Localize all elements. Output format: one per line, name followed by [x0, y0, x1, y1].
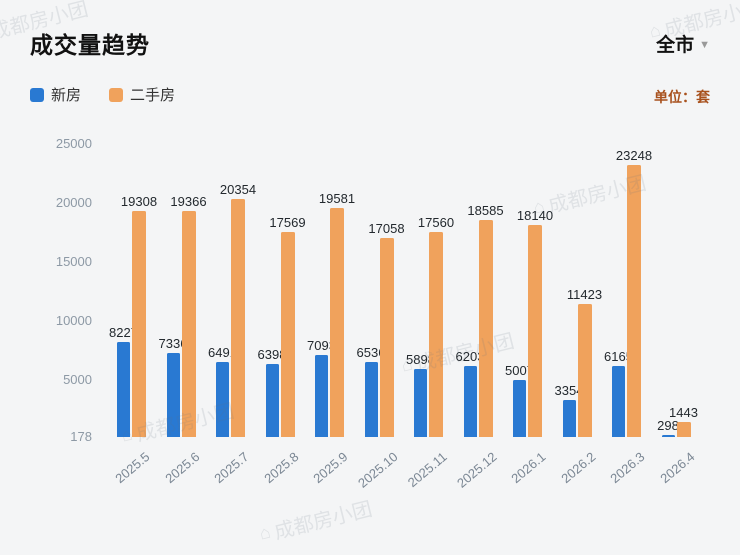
legend-swatch-new-homes: [30, 87, 44, 102]
value-label: 17058: [368, 220, 405, 236]
chevron-down-icon: ▼: [699, 38, 710, 51]
legend: 新房 二手房: [30, 84, 175, 105]
x-tick-label: 2026.1: [508, 449, 549, 487]
legend-item-resale-homes[interactable]: 二手房: [109, 84, 175, 105]
value-label: 6536: [356, 344, 386, 360]
value-label: 3354: [554, 382, 584, 398]
value-label: 6398: [257, 346, 287, 362]
y-tick-label: 20000: [55, 195, 92, 211]
value-label: 11423: [566, 287, 603, 303]
x-tick-label: 2026.3: [607, 449, 648, 487]
y-tick-label: 25000: [55, 136, 92, 151]
bar-二手房-2025.8[interactable]: [280, 231, 295, 437]
legend-label-new-homes: 新房: [51, 87, 82, 104]
y-tick-label: 15000: [55, 254, 92, 270]
bar-二手房-2026.3[interactable]: [627, 164, 641, 437]
y-tick-label: 5000: [63, 372, 92, 388]
value-label: 8227: [109, 324, 138, 340]
value-label: 20354: [219, 181, 257, 197]
value-label: 6203: [455, 348, 485, 364]
city-selector[interactable]: 全市 ▼: [656, 30, 710, 57]
value-label: 7336: [158, 335, 188, 351]
bar-新房-2026.4[interactable]: [661, 435, 675, 437]
value-label: 7093: [307, 338, 336, 354]
value-label: 298: [657, 418, 679, 433]
value-label: 19581: [318, 190, 356, 206]
bar-新房-2025.9[interactable]: [315, 355, 328, 437]
bar-新房-2025.10[interactable]: [364, 361, 378, 437]
bar-新房-2025.6[interactable]: [166, 352, 180, 437]
x-tick-label: 2025.5: [112, 449, 153, 487]
bar-新房-2026.2[interactable]: [562, 399, 576, 437]
bar-新房-2025.8[interactable]: [265, 363, 279, 437]
bar-二手房-2025.11[interactable]: [429, 231, 443, 437]
value-label: 6491: [208, 345, 237, 361]
x-tick-label: 2025.11: [404, 449, 450, 491]
value-label: 5007: [505, 362, 534, 378]
bar-新房-2025.7[interactable]: [216, 362, 229, 437]
bar-新房-2026.1[interactable]: [513, 379, 526, 437]
x-tick-label: 2026.4: [657, 449, 698, 487]
legend-item-new-homes[interactable]: 新房: [30, 84, 81, 105]
x-tick-label: 2025.10: [354, 449, 401, 491]
x-tick-label: 2025.8: [261, 449, 302, 487]
x-tick-label: 2025.12: [453, 449, 500, 491]
unit-label: 单位：套: [654, 89, 710, 105]
value-label: 18585: [467, 202, 504, 218]
bar-二手房-2026.1[interactable]: [528, 224, 542, 437]
city-selector-label: 全市: [656, 35, 695, 56]
bar-二手房-2025.10[interactable]: [379, 237, 394, 437]
y-tick-label: 10000: [55, 313, 92, 329]
bar-二手房-2025.7[interactable]: [231, 198, 245, 437]
bar-新房-2025.5[interactable]: [117, 341, 130, 437]
bar-二手房-2026.2[interactable]: [577, 304, 592, 437]
x-tick-label: 2026.2: [558, 449, 599, 487]
value-label: 23248: [615, 147, 653, 163]
y-tick-label: 178: [70, 429, 92, 444]
page-title: 成交量趋势: [30, 32, 150, 58]
bar-二手房-2025.12[interactable]: [478, 219, 493, 437]
value-label: 19366: [170, 193, 207, 209]
value-label: 1443: [669, 405, 698, 421]
value-label: 17569: [269, 214, 306, 230]
bar-二手房-2025.9[interactable]: [330, 207, 344, 437]
legend-swatch-resale-homes: [109, 87, 124, 102]
bar-新房-2026.3[interactable]: [612, 366, 625, 437]
bar-新房-2025.12[interactable]: [463, 365, 477, 437]
x-tick-label: 2025.6: [162, 449, 203, 487]
bar-二手房-2025.6[interactable]: [181, 210, 196, 437]
value-label: 17560: [417, 214, 455, 230]
x-tick-label: 2025.9: [310, 449, 351, 487]
value-label: 19308: [120, 194, 158, 210]
legend-label-resale-homes: 二手房: [130, 87, 176, 104]
value-label: 18140: [516, 207, 554, 223]
bar-二手房-2025.5[interactable]: [132, 211, 146, 437]
value-label: 6165: [604, 349, 633, 365]
bar-二手房-2026.4[interactable]: [676, 422, 691, 437]
value-label: 5898: [406, 352, 435, 368]
bar-新房-2025.11[interactable]: [414, 369, 427, 437]
x-tick-label: 2025.7: [211, 449, 252, 487]
